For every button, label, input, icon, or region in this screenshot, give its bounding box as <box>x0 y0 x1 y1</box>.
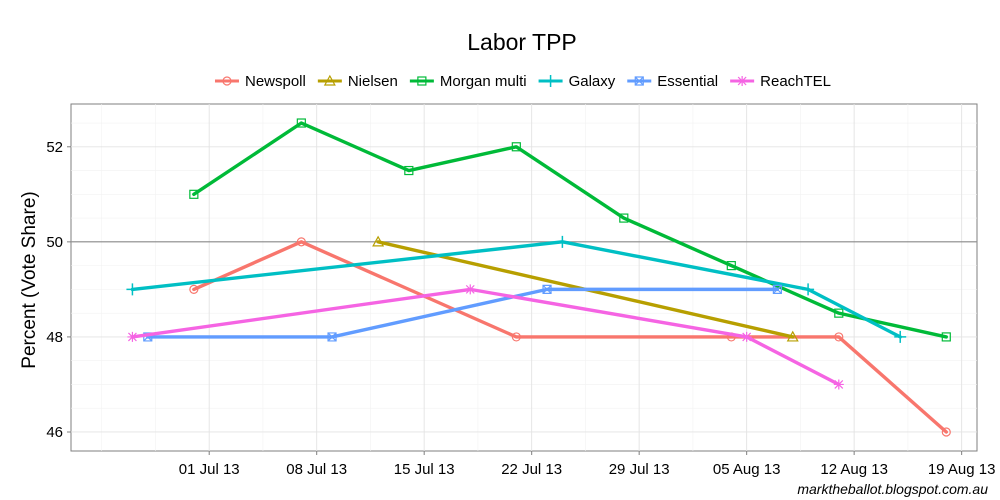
legend-label: Morgan multi <box>440 73 527 90</box>
series-galaxy <box>126 235 907 343</box>
data-point <box>417 76 427 86</box>
data-point <box>323 74 336 86</box>
data-point <box>511 142 521 152</box>
y-tick-label: 46 <box>46 424 63 441</box>
legend-item-reachtel: ReachTEL <box>730 73 831 90</box>
data-point <box>296 237 306 247</box>
data-point <box>544 75 557 87</box>
x-tick-label: 19 Aug 13 <box>928 461 996 478</box>
data-point <box>296 118 306 128</box>
series-line-morgan-multi <box>192 121 948 339</box>
series-reachtel <box>127 284 844 390</box>
data-point <box>556 235 569 248</box>
x-tick-label: 29 Jul 13 <box>609 461 670 478</box>
data-point <box>189 284 199 294</box>
data-point <box>726 261 736 271</box>
data-point <box>126 283 139 296</box>
x-axis: 01 Jul 13 08 Jul 13 15 Jul 13 22 Jul 13 29 J… <box>179 451 996 478</box>
data-point <box>404 165 414 176</box>
y-tick-label: 48 <box>46 329 63 346</box>
data-point <box>619 213 629 223</box>
y-axis-title: Percent (Vote Share) <box>19 191 40 368</box>
data-point <box>833 379 844 390</box>
legend-label: ReachTEL <box>760 73 831 90</box>
series-line-newspoll <box>192 240 948 434</box>
data-point <box>511 332 521 342</box>
legend-label: Galaxy <box>569 73 616 90</box>
credit-text: marktheballot.blogspot.com.au <box>797 481 988 497</box>
data-point <box>127 331 138 342</box>
y-tick-label: 50 <box>46 234 63 251</box>
series-layer <box>126 118 951 437</box>
data-point <box>737 76 748 86</box>
data-point <box>222 76 232 86</box>
plot-panel <box>70 103 978 452</box>
y-tick-label: 52 <box>46 139 63 156</box>
series-line-galaxy <box>130 240 902 339</box>
x-tick-label: 22 Jul 13 <box>501 461 562 478</box>
x-tick-label: 15 Jul 13 <box>394 461 455 478</box>
data-point <box>634 76 644 86</box>
data-point <box>189 189 199 199</box>
data-point <box>465 284 476 295</box>
series-morgan-multi <box>189 118 951 342</box>
legend-item-newspoll: Newspoll <box>214 73 306 90</box>
data-point <box>941 427 951 437</box>
x-tick-label: 01 Jul 13 <box>179 461 240 478</box>
data-point <box>834 308 844 318</box>
series-line-essential <box>146 287 780 339</box>
data-point <box>372 235 385 247</box>
chart-title: Labor TPP <box>467 29 577 55</box>
data-point <box>834 332 844 342</box>
series-newspoll <box>189 237 951 437</box>
y-axis: 46 48 50 52 <box>46 139 71 441</box>
series-line-reachtel <box>130 287 841 387</box>
legend-item-essential: Essential <box>627 73 718 90</box>
data-point <box>941 332 951 342</box>
x-tick-label: 12 Aug 13 <box>820 461 888 478</box>
data-point <box>741 331 752 342</box>
legend-item-galaxy: Galaxy <box>538 73 616 90</box>
data-point <box>894 330 907 343</box>
legend-item-morgan-multi: Morgan multi <box>409 73 527 90</box>
data-point <box>542 284 552 294</box>
data-point <box>327 332 337 342</box>
x-tick-label: 08 Jul 13 <box>286 461 347 478</box>
legend-label: Essential <box>657 73 718 90</box>
legend-label: Nielsen <box>348 73 398 90</box>
data-point <box>786 330 799 342</box>
legend: Newspoll Nielsen Morgan multi Galaxy Essenti… <box>214 73 831 90</box>
data-point <box>802 283 815 296</box>
x-tick-label: 05 Aug 13 <box>713 461 781 478</box>
legend-label: Newspoll <box>245 73 306 90</box>
data-point <box>772 284 782 294</box>
legend-item-nielsen: Nielsen <box>317 73 398 90</box>
